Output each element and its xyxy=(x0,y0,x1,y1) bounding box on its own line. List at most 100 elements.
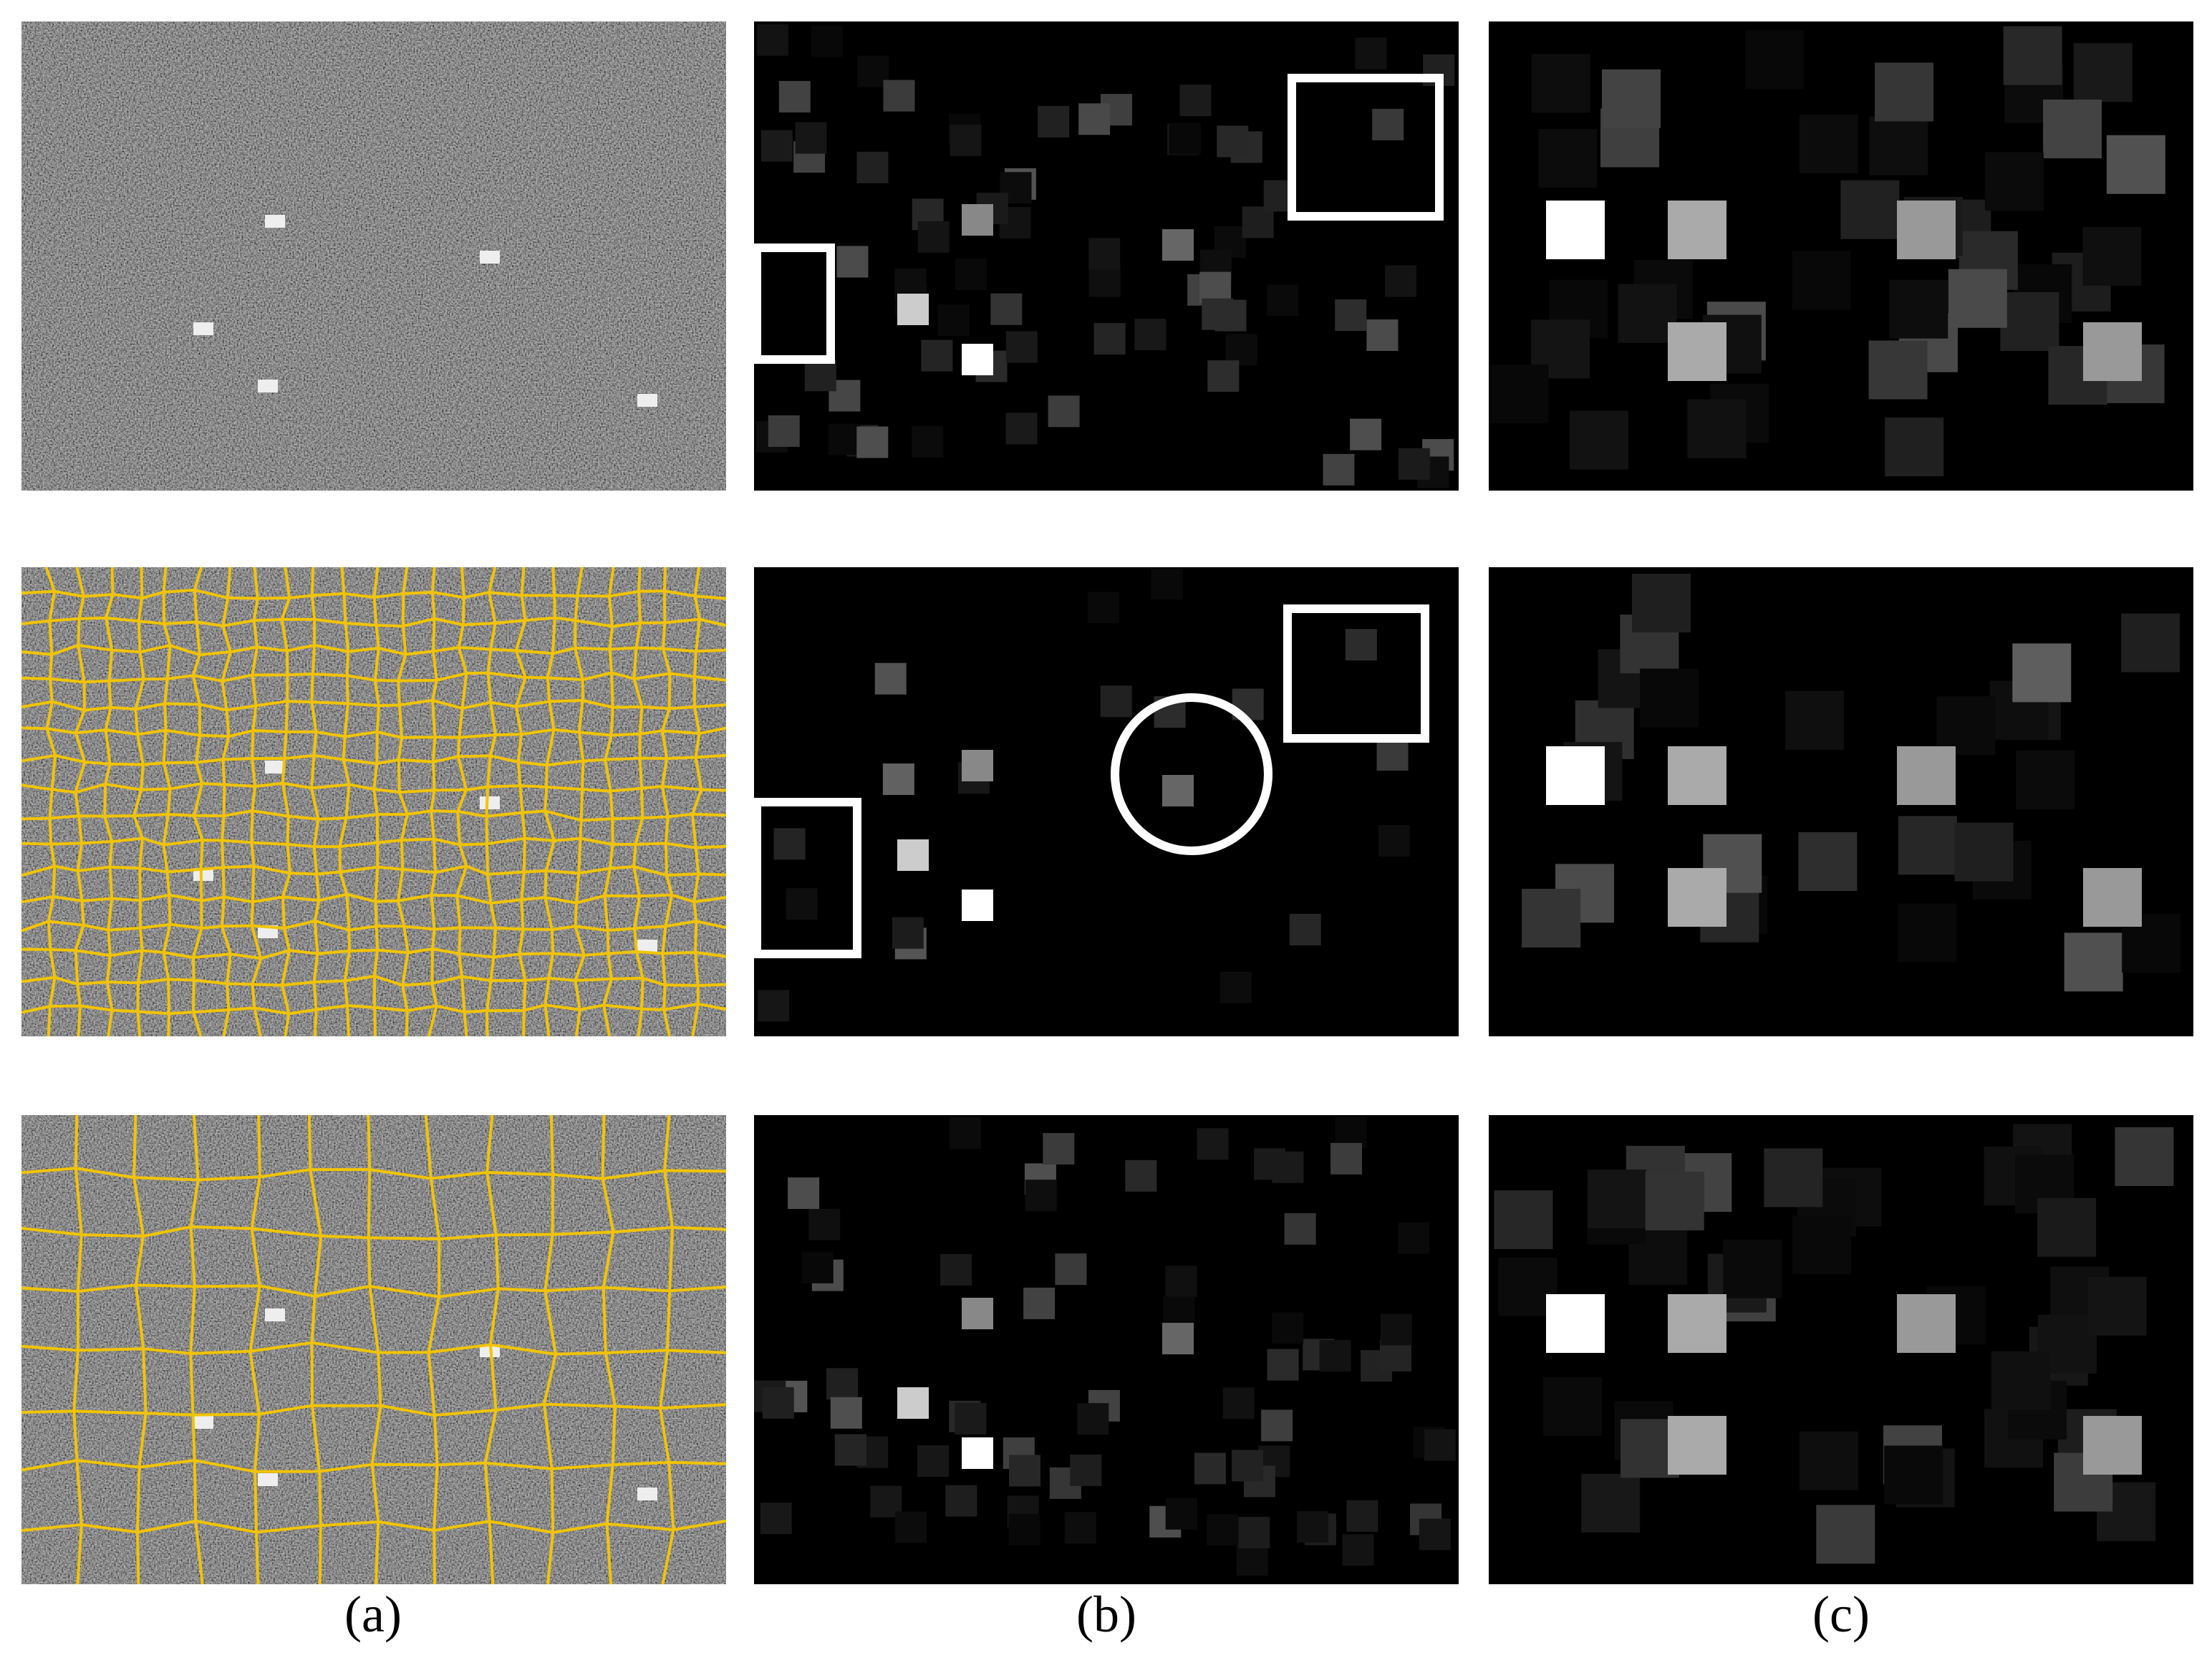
superpixel xyxy=(1272,1151,1304,1183)
superpixel xyxy=(1792,1215,1852,1275)
salient-superpixel xyxy=(2083,1416,2142,1475)
superpixel xyxy=(1088,265,1121,297)
superpixel xyxy=(1984,152,2044,211)
grid-line xyxy=(514,567,527,1037)
grid-line xyxy=(455,567,468,1037)
superpixel xyxy=(1991,1351,2050,1410)
superpixel xyxy=(955,1402,987,1435)
superpixel xyxy=(834,1434,866,1466)
superpixel xyxy=(1038,105,1070,138)
superpixel-grid xyxy=(21,1114,727,1585)
grid-line xyxy=(72,1114,83,1585)
superpixel xyxy=(2064,932,2123,992)
grid-line xyxy=(485,567,498,1037)
superpixel xyxy=(1261,1409,1293,1442)
superpixel xyxy=(1366,319,1399,352)
superpixel xyxy=(1874,62,1933,122)
superpixel xyxy=(1005,413,1038,445)
superpixel xyxy=(912,425,944,458)
superpixel xyxy=(1232,1450,1264,1482)
superpixel xyxy=(1088,238,1121,270)
grid-line xyxy=(191,567,204,1037)
superpixel xyxy=(937,304,970,337)
panels xyxy=(21,21,2193,1585)
superpixel xyxy=(1538,129,1598,188)
superpixel xyxy=(826,1368,859,1400)
superpixel xyxy=(1100,685,1132,718)
superpixel xyxy=(1885,418,1944,477)
sar-image xyxy=(21,21,726,491)
superpixel xyxy=(1207,1514,1239,1546)
superpixel xyxy=(1385,265,1417,297)
salient-superpixel xyxy=(1668,1294,1726,1353)
salient-superpixel xyxy=(1546,746,1605,805)
superpixel xyxy=(1064,1512,1096,1544)
salient-superpixel xyxy=(1546,201,1605,259)
superpixel xyxy=(1199,271,1232,304)
grid-line xyxy=(189,1114,204,1585)
superpixel xyxy=(1522,888,1581,948)
superpixel xyxy=(955,258,987,290)
superpixel xyxy=(1376,739,1409,771)
superpixel xyxy=(2016,750,2075,809)
superpixel xyxy=(1335,299,1367,332)
grid-line xyxy=(601,1114,617,1585)
grid-line xyxy=(132,567,145,1037)
target xyxy=(265,215,285,228)
superpixel xyxy=(1267,1349,1299,1381)
superpixel xyxy=(856,151,889,183)
target xyxy=(637,394,657,407)
superpixel xyxy=(1272,1312,1304,1344)
superpixel xyxy=(1618,284,1677,343)
superpixel xyxy=(795,122,827,154)
salient-superpixel xyxy=(1162,775,1194,806)
superpixel xyxy=(1055,1253,1087,1286)
salient-superpixel xyxy=(897,839,929,871)
superpixel xyxy=(1799,1431,1858,1490)
grid-line xyxy=(250,567,263,1037)
salient-superpixel xyxy=(1897,201,1956,259)
superpixel xyxy=(1319,1340,1351,1372)
superpixel xyxy=(990,293,1023,325)
superpixel xyxy=(786,888,818,920)
superpixel xyxy=(1531,54,1590,113)
superpixel xyxy=(1346,1500,1378,1532)
superpixel xyxy=(940,1253,972,1286)
superpixel xyxy=(2073,43,2133,102)
superpixel xyxy=(1236,1544,1268,1576)
highlight-box xyxy=(1288,74,1444,221)
panel-label: (c) xyxy=(1812,1586,1870,1643)
superpixel xyxy=(2082,226,2142,286)
superpixel xyxy=(1898,816,1957,875)
superpixel xyxy=(1868,340,1928,400)
salient-superpixel xyxy=(1162,229,1194,261)
grid-line xyxy=(74,567,87,1037)
superpixel xyxy=(950,1117,982,1149)
salient-superpixel xyxy=(962,344,993,375)
superpixel xyxy=(895,1511,927,1543)
superpixel xyxy=(2121,613,2180,673)
grid-line xyxy=(103,567,115,1037)
superpixel xyxy=(1225,334,1257,366)
superpixel xyxy=(2003,26,2062,85)
superpixel xyxy=(917,1445,949,1478)
superpixel xyxy=(856,426,889,458)
superpixel xyxy=(1380,1313,1412,1346)
superpixel xyxy=(768,415,800,447)
target xyxy=(193,1416,213,1429)
target xyxy=(480,796,500,809)
grid-line xyxy=(658,1114,675,1585)
superpixel xyxy=(1489,364,1549,423)
highlight-box xyxy=(753,244,835,364)
salient-superpixel xyxy=(962,1437,993,1469)
superpixel xyxy=(1197,1128,1229,1160)
salient-superpixel xyxy=(897,1387,929,1419)
superpixel xyxy=(1378,824,1410,857)
superpixel xyxy=(1798,832,1858,892)
grid-line xyxy=(424,1114,441,1585)
superpixel xyxy=(1543,1377,1603,1436)
superpixel xyxy=(1043,1133,1075,1165)
grid-line xyxy=(574,567,586,1037)
superpixel xyxy=(760,1503,792,1535)
